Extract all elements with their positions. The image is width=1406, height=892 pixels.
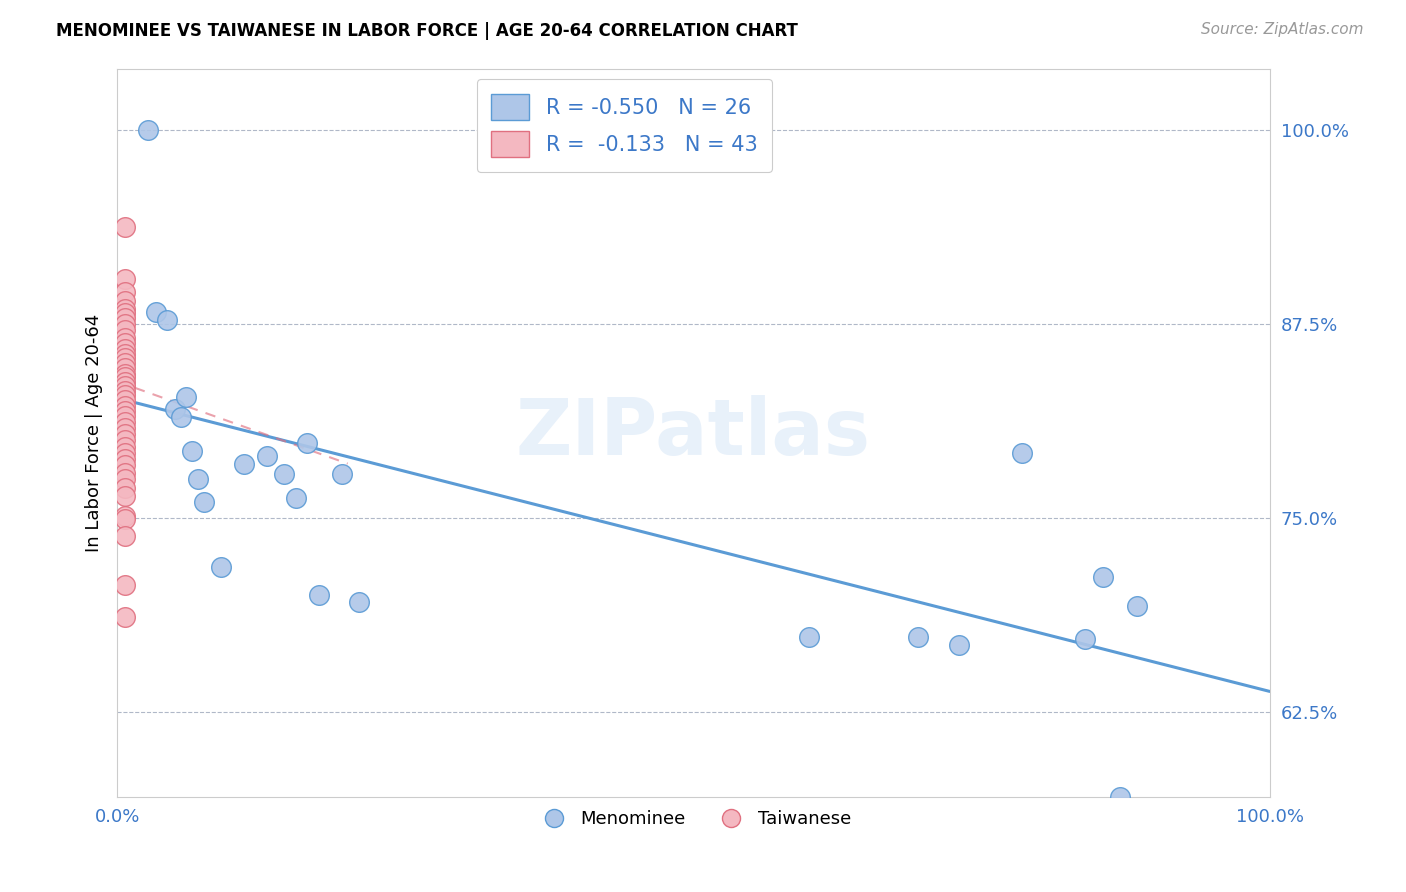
Point <box>114 388 136 402</box>
Point <box>114 317 136 331</box>
Point <box>330 467 353 482</box>
Point <box>114 421 136 435</box>
Point <box>176 390 198 404</box>
Point <box>297 436 319 450</box>
Point <box>948 638 970 652</box>
Point <box>114 440 136 454</box>
Point <box>114 509 136 524</box>
Point <box>347 594 370 608</box>
Point <box>187 472 209 486</box>
Point <box>114 512 136 526</box>
Text: ZIPatlas: ZIPatlas <box>516 394 870 471</box>
Point <box>114 393 136 408</box>
Point <box>233 457 256 471</box>
Point <box>114 472 136 486</box>
Point <box>114 306 136 320</box>
Point <box>114 331 136 345</box>
Point <box>114 427 136 442</box>
Point <box>114 335 136 350</box>
Point <box>114 310 136 325</box>
Legend: Menominee, Taiwanese: Menominee, Taiwanese <box>529 803 859 835</box>
Point <box>114 404 136 418</box>
Point <box>169 410 191 425</box>
Point <box>114 367 136 381</box>
Point <box>114 360 136 375</box>
Point <box>907 630 929 644</box>
Point <box>136 123 159 137</box>
Point <box>114 293 136 308</box>
Point <box>1074 632 1097 646</box>
Point <box>156 312 179 326</box>
Point <box>114 285 136 299</box>
Point <box>1126 599 1149 614</box>
Point <box>284 491 307 505</box>
Point <box>114 384 136 398</box>
Point <box>114 342 136 356</box>
Point <box>114 452 136 467</box>
Point <box>114 415 136 429</box>
Point <box>1109 789 1132 804</box>
Point <box>308 588 330 602</box>
Point <box>114 466 136 480</box>
Text: MENOMINEE VS TAIWANESE IN LABOR FORCE | AGE 20-64 CORRELATION CHART: MENOMINEE VS TAIWANESE IN LABOR FORCE | … <box>56 22 799 40</box>
Point <box>114 529 136 543</box>
Point <box>114 323 136 337</box>
Point <box>273 467 295 482</box>
Point <box>209 560 232 574</box>
Point <box>1011 446 1033 460</box>
Point <box>114 272 136 286</box>
Point <box>114 489 136 503</box>
Point <box>114 369 136 384</box>
Point <box>114 409 136 423</box>
Point <box>181 444 204 458</box>
Point <box>114 458 136 473</box>
Point <box>114 219 136 234</box>
Point <box>114 400 136 414</box>
Point <box>145 305 167 319</box>
Point <box>114 379 136 393</box>
Point <box>114 577 136 591</box>
Point <box>114 301 136 316</box>
Point <box>114 434 136 448</box>
Y-axis label: In Labor Force | Age 20-64: In Labor Force | Age 20-64 <box>86 313 103 552</box>
Point <box>114 446 136 460</box>
Point <box>1091 570 1114 584</box>
Point <box>114 351 136 366</box>
Point <box>193 495 215 509</box>
Point <box>797 630 820 644</box>
Point <box>114 356 136 370</box>
Point <box>256 449 278 463</box>
Point <box>114 346 136 360</box>
Point <box>114 610 136 624</box>
Point <box>114 375 136 389</box>
Text: Source: ZipAtlas.com: Source: ZipAtlas.com <box>1201 22 1364 37</box>
Point <box>163 402 186 417</box>
Point <box>114 482 136 496</box>
